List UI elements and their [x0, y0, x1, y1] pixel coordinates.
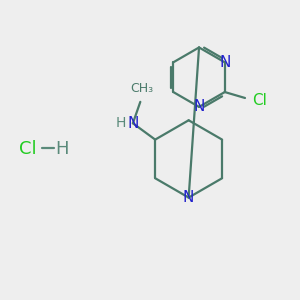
Text: N: N: [183, 190, 194, 205]
Text: H: H: [56, 140, 69, 158]
Text: N: N: [194, 99, 205, 114]
Text: N: N: [127, 116, 139, 131]
Text: N: N: [219, 55, 230, 70]
Text: Cl: Cl: [19, 140, 37, 158]
Text: Cl: Cl: [252, 93, 267, 108]
Text: H: H: [115, 116, 126, 130]
Text: CH₃: CH₃: [130, 82, 153, 95]
